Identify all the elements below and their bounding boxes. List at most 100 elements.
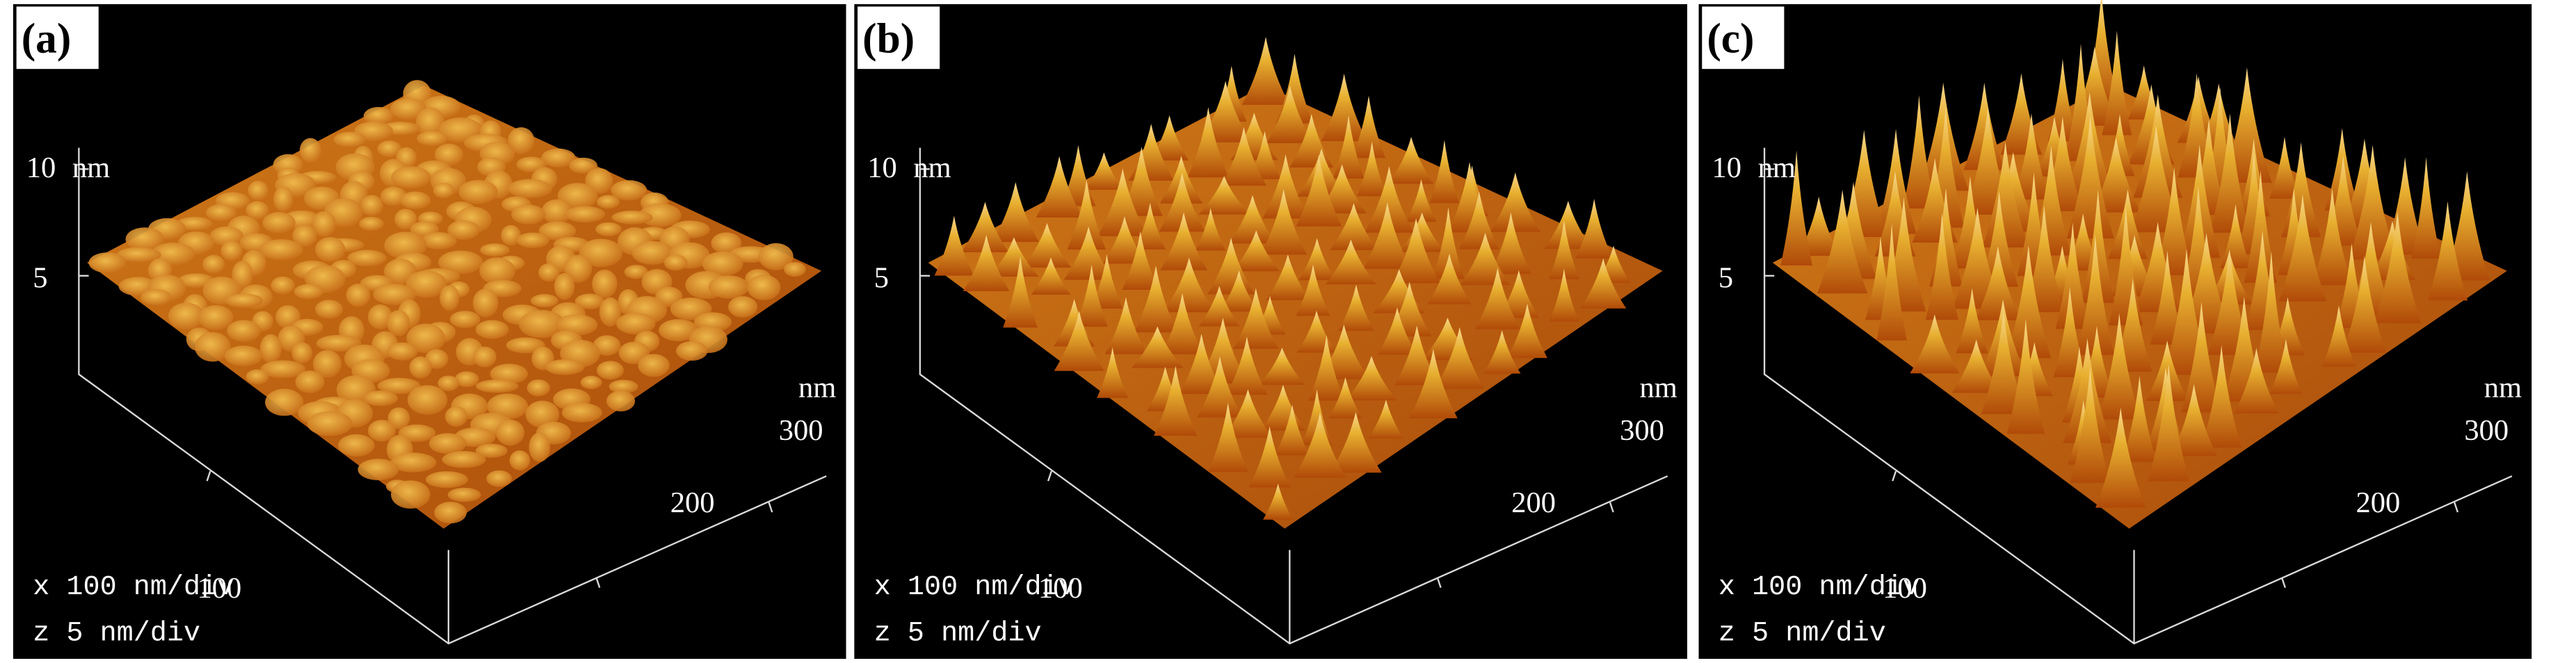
- axes: [78, 147, 827, 645]
- grain: [227, 320, 261, 342]
- xy-tick-label: 200: [670, 486, 715, 519]
- peak: [2171, 384, 2217, 456]
- grain: [538, 221, 577, 240]
- z-unit: nm: [1758, 152, 1796, 184]
- grain: [711, 232, 742, 254]
- grain: [525, 400, 560, 428]
- peak: [2269, 338, 2303, 394]
- grain: [442, 451, 486, 468]
- grain: [561, 402, 602, 423]
- peak: [1219, 270, 1259, 312]
- peak: [1817, 189, 1868, 294]
- grain: [421, 232, 457, 249]
- xy-tick-label: 300: [779, 414, 823, 447]
- grain: [506, 337, 545, 354]
- peak: [1432, 207, 1465, 279]
- grain: [538, 263, 560, 282]
- peak: [963, 235, 1010, 291]
- grain: [541, 148, 576, 167]
- peak: [1063, 226, 1113, 280]
- xy-tick-label: 100: [1038, 572, 1083, 605]
- xy-unit: nm: [2484, 372, 2522, 404]
- peak: [1974, 246, 2021, 320]
- peak: [1394, 325, 1440, 386]
- grain: [728, 296, 758, 318]
- peak: [1054, 311, 1104, 371]
- peak: [1458, 191, 1499, 249]
- peak: [2201, 345, 2242, 448]
- grain: [449, 311, 481, 329]
- axis-ticks: [79, 168, 773, 589]
- peak: [1357, 141, 1387, 197]
- grain: [316, 334, 362, 352]
- grain: [265, 388, 304, 416]
- peak: [992, 182, 1040, 243]
- grain: [554, 272, 575, 300]
- peak: [1956, 288, 1988, 354]
- grain: [433, 182, 455, 199]
- peak: [1549, 220, 1579, 279]
- peak: [1150, 115, 1189, 161]
- peak: [1266, 85, 1314, 143]
- grain: [377, 140, 402, 158]
- peak: [1104, 297, 1148, 354]
- grain: [390, 452, 437, 473]
- grain: [565, 206, 605, 223]
- z-tick-label: 5: [874, 261, 889, 294]
- peak: [1981, 141, 2029, 247]
- grain: [609, 379, 638, 394]
- grain: [593, 335, 621, 356]
- peak: [2148, 363, 2190, 482]
- peak: [1159, 172, 1206, 232]
- scale-x: x 100 nm/div: [874, 572, 1075, 603]
- grain: [545, 359, 585, 375]
- grain: [676, 341, 708, 361]
- peak: [2348, 145, 2397, 260]
- peak: [1229, 195, 1276, 244]
- peak: [1262, 154, 1309, 219]
- grain: [638, 354, 670, 377]
- grain: [259, 239, 303, 261]
- grain: [758, 243, 794, 270]
- peak: [1197, 356, 1243, 418]
- scale-x: x 100 nm/div: [33, 572, 234, 603]
- grain: [409, 357, 432, 379]
- grain: [313, 350, 342, 378]
- peak: [1338, 284, 1374, 332]
- grain: [198, 305, 234, 331]
- grain: [406, 323, 446, 353]
- grain: [347, 249, 387, 267]
- peak: [1097, 168, 1148, 236]
- grain: [394, 208, 417, 230]
- peak: [1259, 347, 1305, 385]
- peak: [2076, 235, 2115, 355]
- peak: [1330, 203, 1378, 250]
- peak: [1226, 336, 1268, 395]
- grain: [202, 254, 225, 274]
- grain: [486, 470, 512, 487]
- grain: [606, 390, 636, 411]
- peak: [2098, 313, 2141, 420]
- grain: [444, 406, 468, 427]
- grain: [426, 471, 468, 489]
- grain: [315, 300, 344, 319]
- peak: [1160, 212, 1208, 270]
- grain: [490, 363, 529, 384]
- peak: [1187, 107, 1230, 178]
- grain: [564, 254, 593, 283]
- peak: [2024, 205, 2064, 313]
- peak: [2146, 341, 2189, 401]
- grain: [417, 131, 449, 147]
- peak: [2031, 145, 2072, 256]
- peak: [1263, 483, 1294, 520]
- grain: [259, 334, 282, 363]
- peak: [1483, 330, 1521, 374]
- peak: [1543, 200, 1593, 249]
- scale-z: z 5 nm/div: [1718, 618, 1886, 649]
- grain: [360, 195, 383, 216]
- grain: [458, 179, 498, 204]
- axes: [919, 147, 1668, 645]
- peak: [1275, 404, 1310, 456]
- peak: [1346, 356, 1397, 401]
